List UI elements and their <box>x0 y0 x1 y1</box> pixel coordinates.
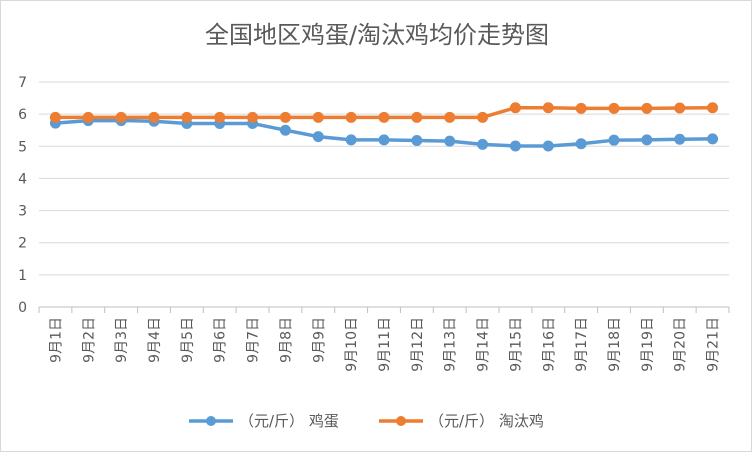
data-point <box>49 111 61 123</box>
data-point <box>608 134 620 146</box>
series-layer <box>49 102 719 152</box>
data-point <box>345 111 357 123</box>
data-point <box>641 134 653 146</box>
x-tick-label: 9月13日 <box>443 317 459 372</box>
y-tick-label: 3 <box>18 204 27 220</box>
data-point <box>312 131 324 143</box>
data-point <box>214 111 226 123</box>
x-tick-label: 9月16日 <box>541 317 557 372</box>
data-point <box>82 111 94 123</box>
data-point <box>509 140 521 152</box>
x-tick-label: 9月18日 <box>607 317 623 372</box>
legend-label: （元/斤） 淘汰鸡 <box>429 412 544 430</box>
data-point <box>148 111 160 123</box>
data-point <box>674 102 686 114</box>
data-point <box>608 102 620 114</box>
x-tick-label: 9月2日 <box>81 317 97 363</box>
x-tick-label: 9月15日 <box>508 317 524 372</box>
data-point <box>378 111 390 123</box>
y-tick-label: 6 <box>18 107 27 123</box>
y-tick-label: 5 <box>18 139 27 155</box>
x-tick-label: 9月4日 <box>147 317 163 363</box>
data-point <box>411 111 423 123</box>
data-point <box>509 102 521 114</box>
x-tick-label: 9月9日 <box>311 317 327 363</box>
data-point <box>707 102 719 114</box>
chart-title: 全国地区鸡蛋/淘汰鸡均价走势图 <box>205 21 549 49</box>
x-tick-label: 9月10日 <box>344 317 360 372</box>
data-point <box>181 111 193 123</box>
data-point <box>674 133 686 145</box>
x-tick-label: 9月20日 <box>673 317 689 372</box>
legend-swatch-marker <box>396 416 406 426</box>
x-tick-label: 9月1日 <box>48 317 64 363</box>
data-point <box>477 111 489 123</box>
data-point <box>279 111 291 123</box>
data-point <box>345 134 357 146</box>
data-point <box>115 111 127 123</box>
x-tick-label: 9月7日 <box>246 317 262 363</box>
data-point <box>411 135 423 146</box>
x-tick-label: 9月5日 <box>180 317 196 363</box>
data-point <box>575 138 587 150</box>
y-tick-label: 4 <box>18 171 27 187</box>
y-tick-label: 0 <box>18 300 27 316</box>
data-point <box>444 111 456 123</box>
data-point <box>312 111 324 123</box>
data-point <box>378 134 390 146</box>
legend-swatch-marker <box>206 416 216 426</box>
x-tick-label: 9月6日 <box>213 317 229 363</box>
data-point <box>477 138 489 150</box>
x-tick-label: 9月17日 <box>574 317 590 372</box>
data-point <box>247 111 259 123</box>
data-point <box>444 135 456 147</box>
legend-label: （元/斤） 鸡蛋 <box>239 412 339 430</box>
x-tick-label: 9月21日 <box>706 317 722 372</box>
data-point <box>279 124 291 136</box>
x-tick-label: 9月14日 <box>476 317 492 372</box>
x-tick-label: 9月11日 <box>377 317 393 372</box>
data-point <box>707 133 719 145</box>
x-tick-label: 9月3日 <box>114 317 130 363</box>
gridlines <box>39 81 729 276</box>
data-point <box>542 102 554 114</box>
data-point <box>641 102 653 114</box>
y-tick-label: 1 <box>18 268 27 284</box>
x-tick-label: 9月12日 <box>410 317 426 372</box>
x-tick-label: 9月8日 <box>278 317 294 363</box>
data-point <box>575 102 587 114</box>
axes: 0 1 2 3 4 5 6 7 9月1日 9月2日 9月3日 9月4日 9月5日 9月6日 9月7日 9月8日… <box>18 75 730 372</box>
x-tick-label: 9月19日 <box>640 317 656 372</box>
legend: （元/斤） 鸡蛋 （元/斤） 淘汰鸡 <box>189 412 544 430</box>
y-tick-label: 2 <box>18 236 27 252</box>
y-tick-label: 7 <box>18 75 27 91</box>
data-point <box>542 140 554 152</box>
